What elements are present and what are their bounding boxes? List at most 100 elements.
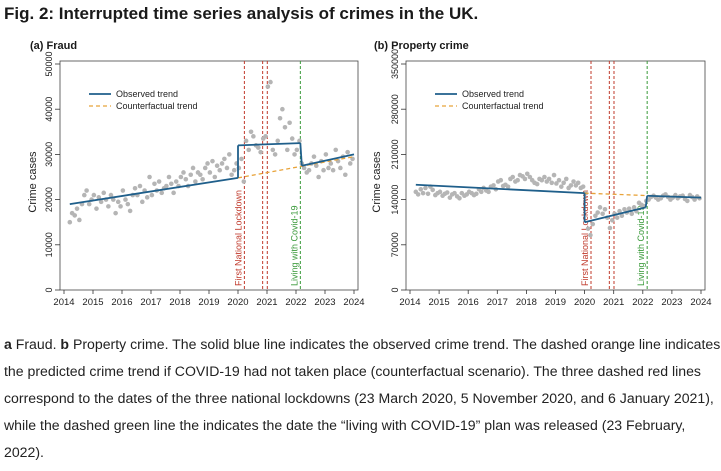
data-point [273, 152, 278, 157]
panel-property-crime: (b) Property crime Crime cases First Nat… [371, 40, 712, 308]
figure-charts: (a) Fraud Crime cases First National Loc… [0, 0, 721, 330]
y-axis-label-property: Crime cases [371, 151, 383, 213]
data-point [506, 184, 511, 189]
data-point [220, 161, 225, 166]
data-point [491, 183, 496, 188]
observed-trend-line [238, 143, 300, 145]
data-point [256, 145, 261, 150]
data-point [445, 190, 450, 195]
x-tick-label: 2014 [53, 297, 74, 308]
data-point [217, 168, 222, 173]
data-point [595, 210, 600, 215]
data-point [147, 175, 152, 180]
data-point [208, 170, 213, 175]
data-point [181, 170, 186, 175]
data-point [92, 193, 97, 198]
data-point [479, 190, 484, 195]
data-point [549, 181, 554, 186]
data-point [307, 168, 312, 173]
data-point [215, 163, 220, 168]
observed-trend-line [646, 196, 647, 208]
data-point [239, 157, 244, 162]
data-point [345, 150, 350, 155]
event-label: First National Lockdown [233, 190, 243, 286]
data-point [77, 218, 82, 223]
data-point [324, 152, 329, 157]
x-tick-label: 2018 [516, 297, 537, 308]
data-point [184, 177, 189, 182]
data-point [295, 148, 300, 153]
data-point [251, 134, 256, 139]
y-tick-label: 30000 [44, 142, 54, 167]
data-point [200, 177, 205, 182]
data-point [569, 183, 574, 188]
caption-label-b: b [60, 336, 69, 352]
data-point [498, 178, 503, 183]
data-point [283, 125, 288, 130]
data-point [285, 148, 290, 153]
data-point [126, 202, 131, 207]
data-point [246, 148, 251, 153]
data-point [229, 172, 234, 177]
panel-fraud: (a) Fraud Crime cases First National Loc… [27, 40, 365, 308]
x-tick-label: 2017 [140, 297, 161, 308]
data-point [421, 191, 426, 196]
data-point [242, 179, 247, 184]
data-point [268, 80, 273, 85]
data-point [171, 191, 176, 196]
data-point [145, 195, 150, 200]
x-tick-label: 2018 [169, 297, 190, 308]
data-point [193, 179, 198, 184]
data-point [603, 207, 608, 212]
data-point [150, 193, 155, 198]
data-point [615, 215, 620, 220]
data-point [610, 218, 615, 223]
data-point [266, 84, 271, 89]
data-point [598, 205, 603, 210]
data-point [430, 188, 435, 193]
event-label: Living with Covid-19 [636, 205, 646, 286]
data-point [133, 186, 138, 191]
y-tick-label: 20000 [44, 187, 54, 212]
x-tick-label: 2024 [690, 297, 711, 308]
data-point [561, 181, 566, 186]
data-point [418, 187, 423, 192]
data-point [338, 166, 343, 171]
y-tick-label: 50000 [44, 51, 54, 76]
data-point [588, 233, 593, 238]
x-tick-label: 2023 [661, 297, 682, 308]
data-point [222, 157, 227, 162]
data-point [564, 177, 569, 182]
data-point [523, 177, 528, 182]
data-point [287, 120, 292, 125]
data-point [227, 152, 232, 157]
data-point [271, 148, 276, 153]
data-point [629, 212, 634, 217]
x-tick-label: 2016 [111, 297, 132, 308]
data-point [515, 178, 520, 183]
y-tick-label: 0 [390, 287, 400, 292]
data-point [118, 204, 123, 209]
x-tick-label: 2021 [256, 297, 277, 308]
data-point [571, 179, 576, 184]
data-point [263, 134, 268, 139]
data-point [474, 191, 479, 196]
data-point [535, 182, 540, 187]
data-point [290, 136, 295, 141]
data-point [326, 166, 331, 171]
data-point [278, 116, 283, 121]
data-point [140, 200, 145, 205]
data-point [416, 192, 421, 197]
data-point [169, 181, 174, 186]
x-tick-label: 2022 [285, 297, 306, 308]
data-point [84, 188, 89, 193]
data-point [87, 202, 92, 207]
data-point [82, 193, 87, 198]
data-point [203, 166, 208, 171]
panel-title-fraud: (a) Fraud [30, 40, 77, 52]
data-point [75, 206, 80, 211]
data-point [205, 161, 210, 166]
data-point [316, 175, 321, 180]
data-point [94, 206, 99, 211]
data-point [159, 191, 164, 196]
